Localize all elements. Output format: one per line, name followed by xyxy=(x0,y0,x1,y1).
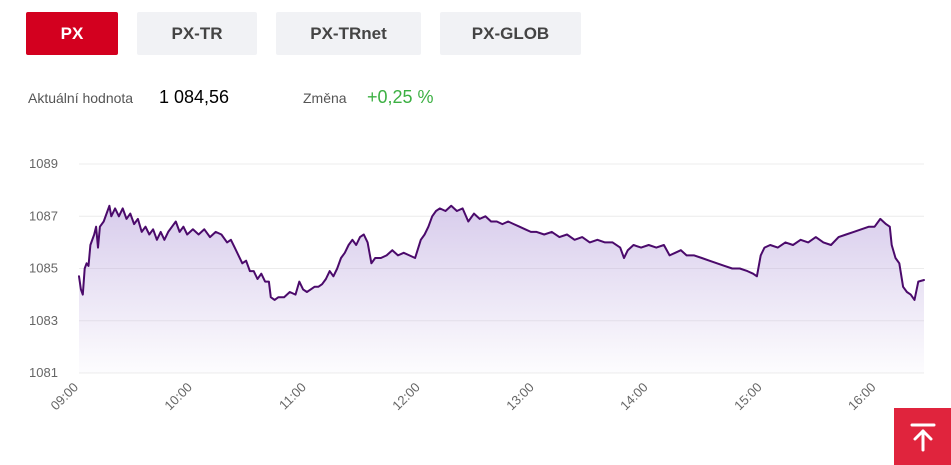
y-tick-label: 1087 xyxy=(29,208,58,223)
change-label: Změna xyxy=(303,90,347,106)
price-line xyxy=(78,204,925,301)
x-tick-label: 09:00 xyxy=(48,380,82,414)
x-axis: 09:00 10:00 11:00 12:00 13:00 14:00 15:00 16:00 xyxy=(48,380,879,414)
y-tick-label: 1081 xyxy=(29,365,58,380)
y-axis: 1081 1083 1085 1087 1089 xyxy=(29,156,58,380)
x-tick-label: 10:00 xyxy=(161,380,195,414)
scroll-to-top-button[interactable] xyxy=(894,408,951,465)
x-tick-label: 15:00 xyxy=(731,380,765,414)
intraday-chart: 1081 1083 1085 1087 1089 09:00 10:00 11:00 12:0… xyxy=(29,156,925,414)
current-value-label: Aktuální hodnota xyxy=(28,90,134,106)
y-tick-label: 1083 xyxy=(29,313,58,328)
tab-px-trnet[interactable]: PX-TRnet xyxy=(276,12,421,55)
index-stats: Aktuální hodnota 1 084,56 Změna +0,25 % xyxy=(28,86,728,110)
x-tick-label: 16:00 xyxy=(845,380,879,414)
x-tick-label: 12:00 xyxy=(389,380,423,414)
x-tick-label: 11:00 xyxy=(276,380,309,413)
x-tick-label: 14:00 xyxy=(617,380,651,414)
x-tick-label: 13:00 xyxy=(503,380,537,414)
arrow-up-to-line-icon xyxy=(910,423,935,451)
tab-px[interactable]: PX xyxy=(26,12,118,55)
index-tabs: PX PX-TR PX-TRnet PX-GLOB xyxy=(26,12,581,55)
current-value: 1 084,56 xyxy=(159,87,230,107)
y-tick-label: 1085 xyxy=(29,261,58,276)
price-area xyxy=(79,205,924,373)
tab-px-tr[interactable]: PX-TR xyxy=(137,12,257,55)
y-tick-label: 1089 xyxy=(29,156,58,171)
tab-px-glob[interactable]: PX-GLOB xyxy=(440,12,581,55)
change-value: +0,25 % xyxy=(367,87,434,107)
